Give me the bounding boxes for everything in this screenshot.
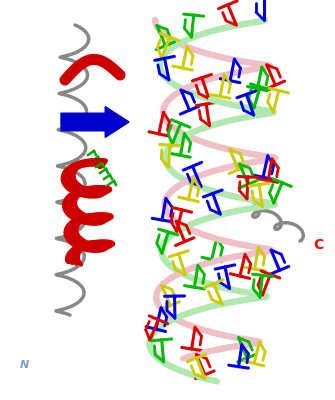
Text: N: N [20,360,29,370]
Polygon shape [61,107,129,137]
Text: C: C [313,238,324,252]
